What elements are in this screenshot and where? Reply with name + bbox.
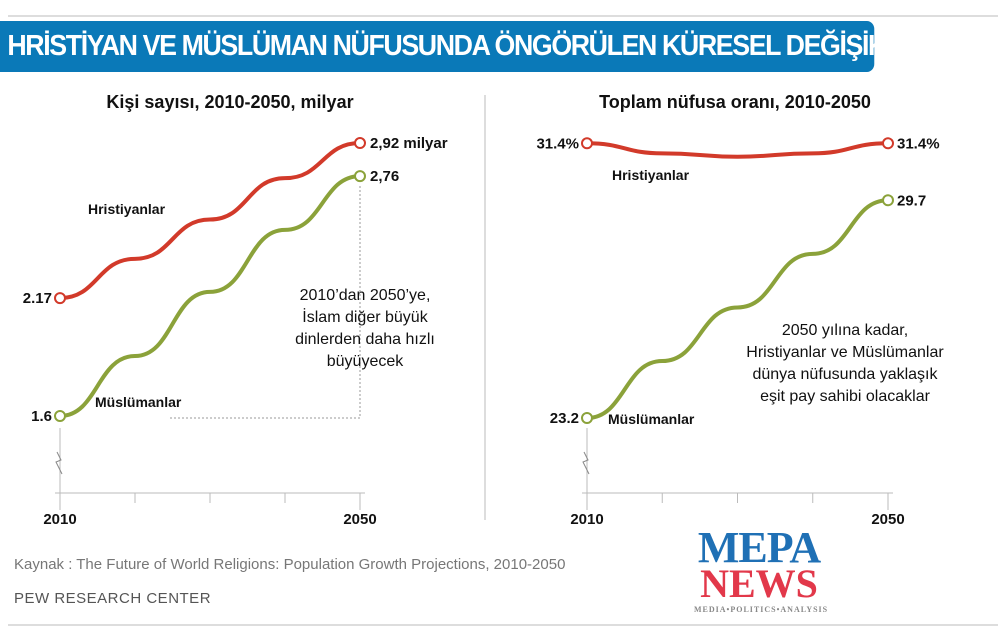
christians-line	[586, 141, 889, 159]
guide-dotted-line	[170, 184, 361, 419]
start-value-label: 23.2	[550, 410, 579, 427]
top-rule	[8, 15, 998, 17]
x-tick-label: 2050	[343, 511, 376, 528]
annotation-line: dinlerden daha hızlı	[295, 331, 435, 348]
axis-break-icon	[582, 451, 590, 475]
data-point	[581, 137, 593, 150]
logo-line1: MEPA	[697, 523, 821, 572]
logo-tagline: MEDIA•POLITICS•ANALYSIS	[694, 605, 829, 614]
start-value-label: 31.4%	[536, 135, 579, 152]
annotation-line: 2050 yılına kadar,	[782, 322, 908, 339]
logo-line2: NEWS	[700, 561, 818, 606]
end-value-label: 29.7	[897, 192, 926, 209]
start-value-label: 1.6	[31, 408, 52, 425]
annotation-line: İslam diğer büyük	[302, 307, 428, 326]
end-value-label: 2,76	[370, 168, 399, 185]
data-point	[882, 137, 894, 150]
series-label: Hristiyanlar	[612, 167, 690, 183]
end-value-label: 2,92 milyar	[370, 135, 448, 152]
data-point	[354, 137, 366, 150]
series-label: Müslümanlar	[95, 394, 182, 410]
x-tick-label: 2010	[570, 511, 603, 528]
annotation-line: 2010’dan 2050’ye,	[300, 287, 431, 304]
data-point	[882, 194, 894, 207]
christians-line	[59, 141, 361, 301]
start-value-label: 2.17	[23, 290, 52, 307]
muslims-line	[59, 174, 361, 418]
mepa-news-logo: MEPA NEWS MEDIA•POLITICS•ANALYSIS	[694, 523, 829, 614]
series-label: Hristiyanlar	[88, 201, 166, 217]
x-tick-label: 2050	[871, 511, 904, 528]
chart-title: Toplam nüfusa oranı, 2010-2050	[599, 92, 871, 112]
x-tick-label: 2010	[43, 511, 76, 528]
data-point	[54, 292, 66, 305]
chart-title: Kişi sayısı, 2010-2050, milyar	[106, 92, 353, 112]
annotation-line: eşit pay sahibi olacaklar	[760, 388, 931, 405]
source-note: Kaynak : The Future of World Religions: …	[14, 556, 566, 573]
data-point	[354, 170, 366, 183]
annotation-line: Hristiyanlar ve Müslümanlar	[746, 344, 944, 361]
end-value-label: 31.4%	[897, 135, 940, 152]
axis-break-icon	[55, 451, 63, 475]
data-point	[581, 412, 593, 424]
series-label: Müslümanlar	[608, 411, 695, 427]
annotation-line: dünya nüfusunda yaklaşık	[752, 366, 938, 383]
data-point	[54, 410, 66, 422]
muslims-line	[586, 198, 889, 420]
banner-title: HRİSTİYAN VE MÜSLÜMAN NÜFUSUNDA ÖNGÖRÜLE…	[0, 21, 926, 72]
org-name: PEW RESEARCH CENTER	[14, 590, 212, 607]
bottom-rule	[8, 624, 998, 626]
annotation-line: büyüyecek	[327, 353, 404, 370]
